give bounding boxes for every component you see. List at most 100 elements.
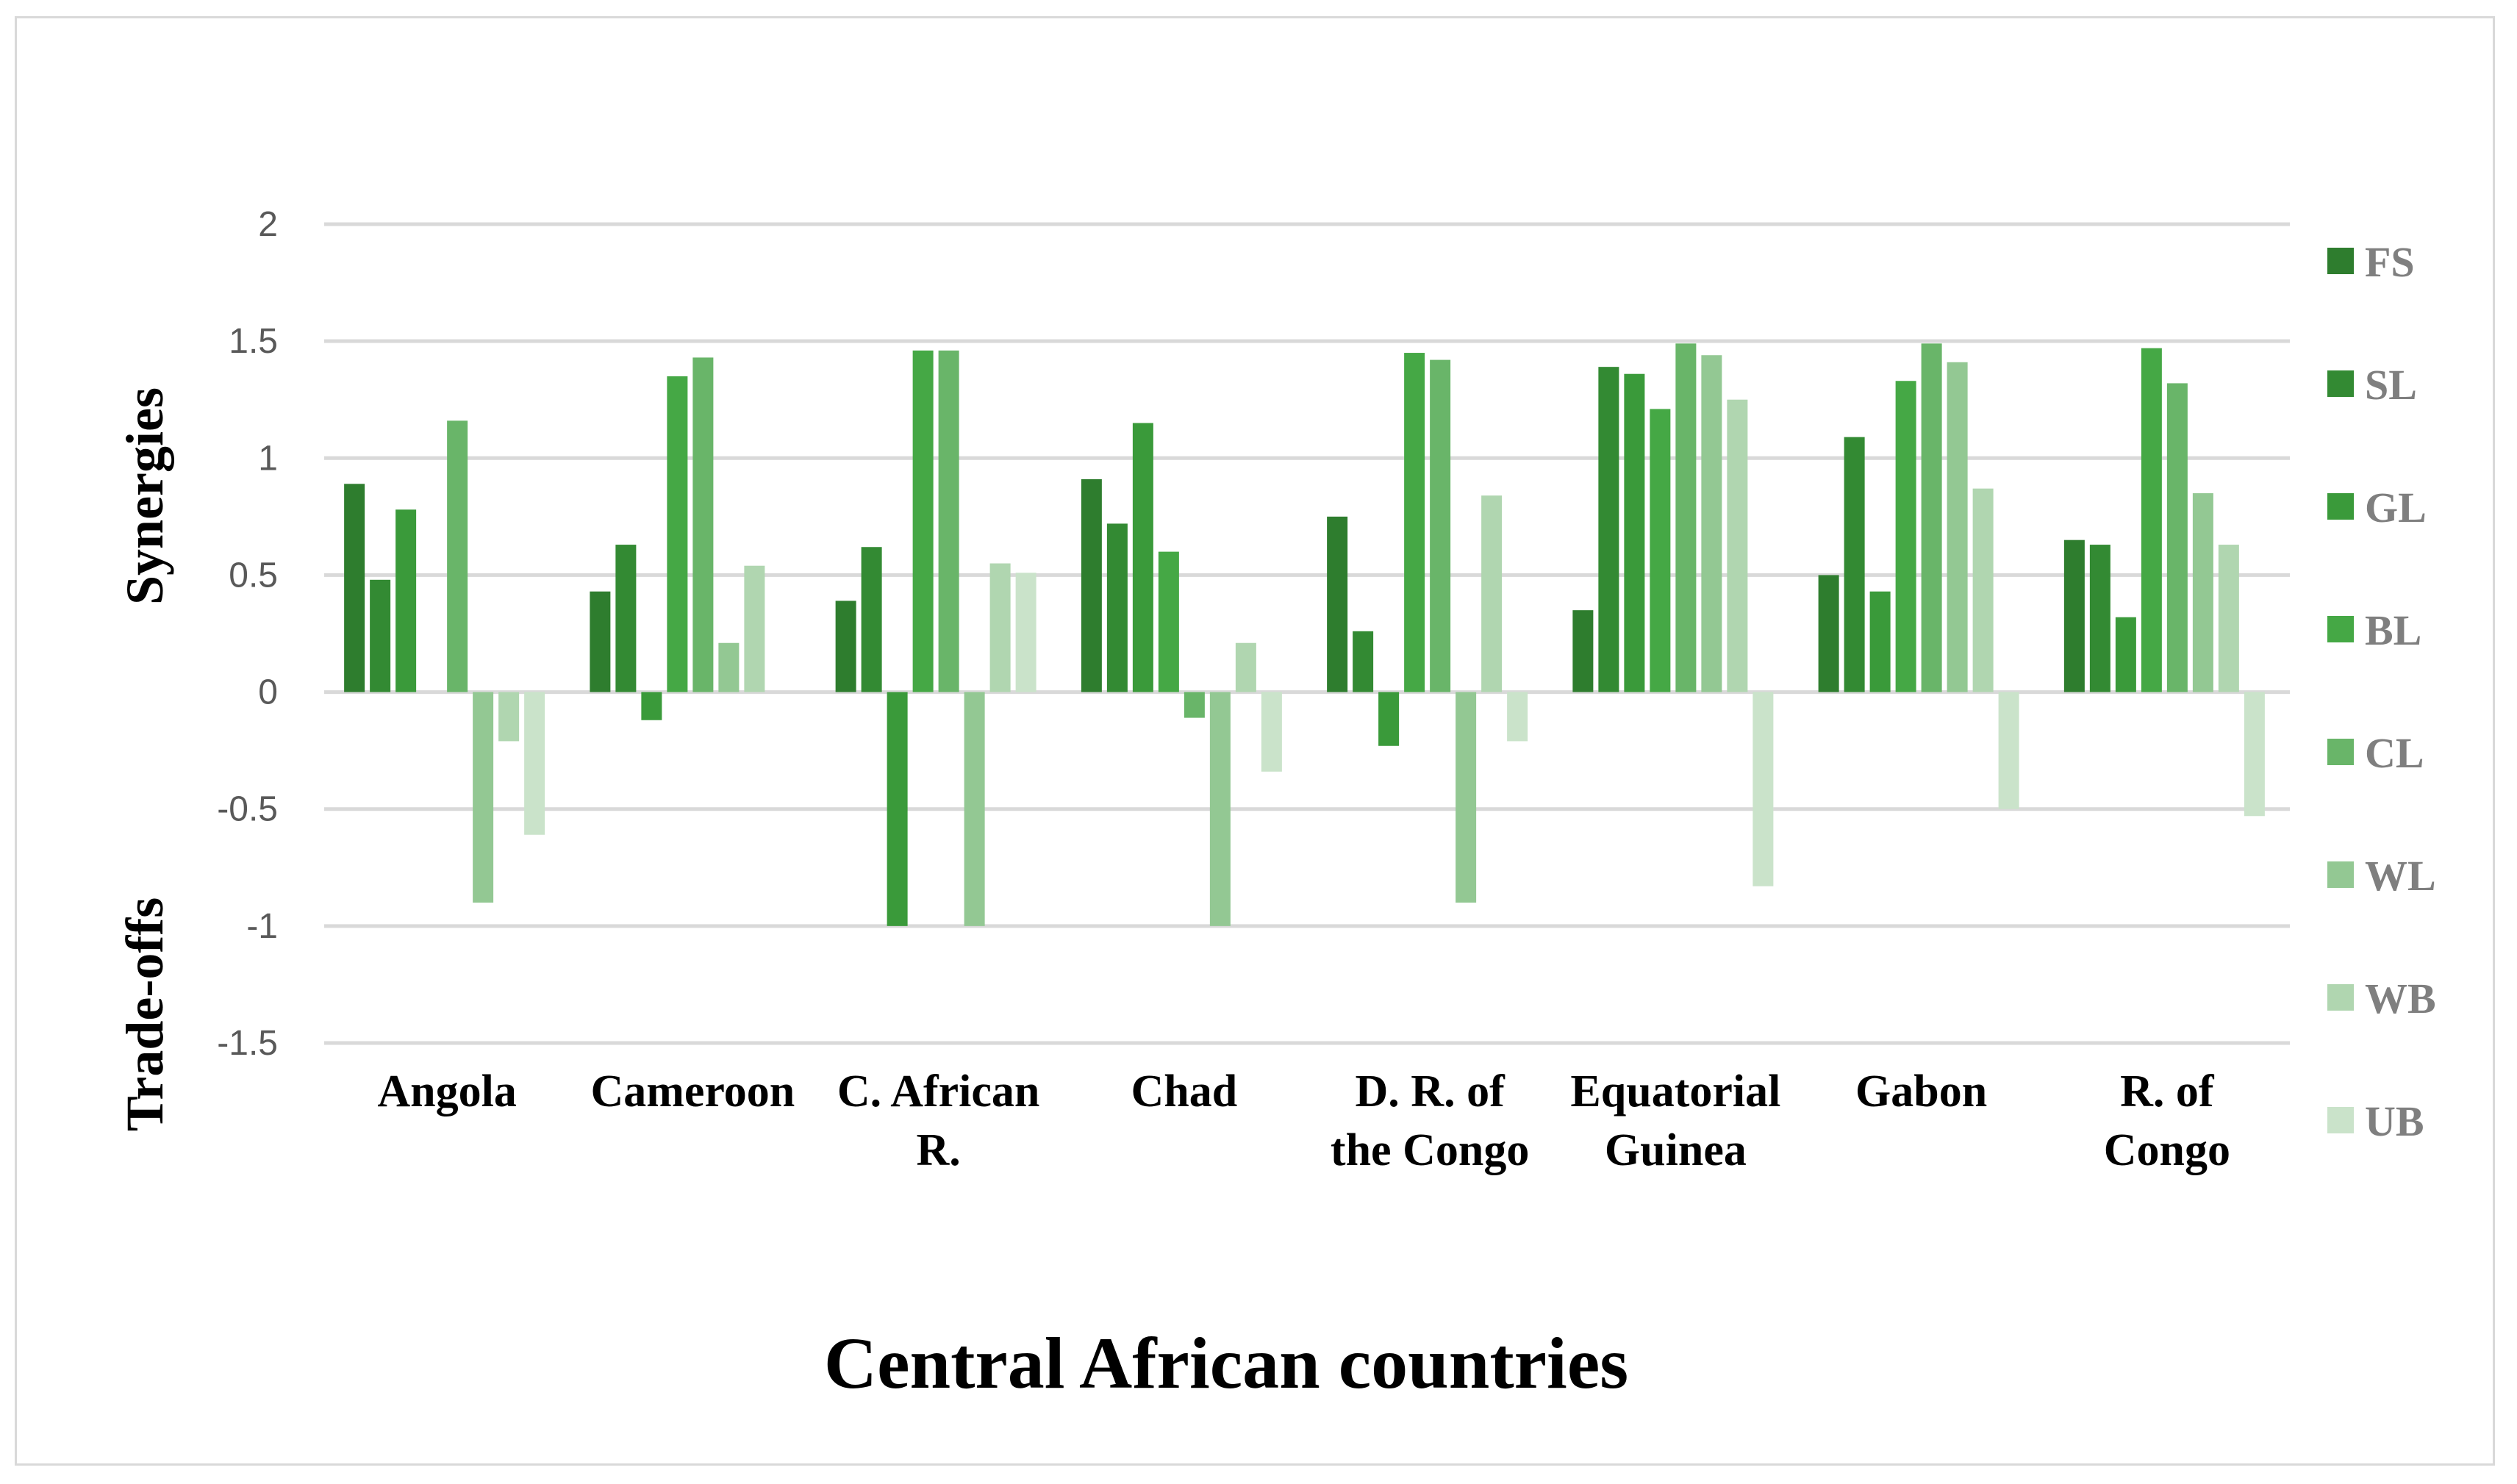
bar-gl	[1378, 692, 1400, 746]
y-axis-title-synergies: Synergies	[115, 387, 174, 605]
bar-fs	[1572, 610, 1594, 692]
bar-cl	[1430, 359, 1451, 692]
chart-svg: -1.5 -1 -0.5 0 0.5 1 1.5 2 Angola Cameroon C. Afr…	[115, 205, 2436, 1404]
x-tick-label: Equatorial Guinea	[1570, 1067, 1780, 1175]
bar-ub	[2244, 692, 2265, 817]
bar-gl	[2115, 617, 2136, 692]
bar-ub	[1507, 692, 1528, 742]
bar-ub	[1998, 692, 2019, 809]
bar-bl	[2141, 348, 2162, 692]
y-axis-title-tradeoffs: Trade-offs	[115, 897, 174, 1132]
bar-bl	[1404, 353, 1425, 692]
bar-bl	[1650, 409, 1671, 692]
bar-wb	[1481, 495, 1503, 692]
x-tick-label: Chad	[1131, 1067, 1238, 1116]
bar-cl	[938, 350, 959, 692]
y-tick-label: -1	[246, 907, 278, 946]
bar-wl	[1701, 355, 1722, 692]
y-tick-label: -1.5	[217, 1024, 278, 1063]
bar-sl	[615, 545, 637, 692]
bar-sl	[2089, 545, 2110, 692]
bar-bl	[1158, 551, 1179, 692]
bar-gl	[641, 692, 662, 720]
bar-wl	[473, 692, 494, 903]
legend-swatch-fs	[2327, 248, 2354, 274]
bar-wb	[1727, 399, 1748, 692]
bar-cl	[1184, 692, 1205, 718]
x-axis-title: Central African countries	[824, 1322, 1628, 1404]
bar-fs	[590, 591, 611, 692]
legend-label-wb: WB	[2365, 975, 2436, 1022]
legend-swatch-wb	[2327, 984, 2354, 1011]
bar-bl	[1895, 381, 1916, 692]
legend-label-ub: UB	[2365, 1097, 2424, 1145]
bar-sl	[1353, 631, 1374, 692]
bar-sl	[1598, 367, 1619, 692]
bar-cl	[1921, 343, 1942, 692]
x-tick-label: R. of Congo	[2104, 1067, 2230, 1175]
bar-sl	[370, 579, 391, 692]
chart-frame: -1.5 -1 -0.5 0 0.5 1 1.5 2 Angola Cameroon C. Afr…	[15, 16, 2495, 1466]
bar-wl	[1456, 692, 1477, 903]
x-tick-label: D. R. of the Congo	[1331, 1067, 1529, 1175]
legend-label-cl: CL	[2365, 729, 2424, 777]
bar-fs	[1081, 478, 1102, 692]
bar-gl	[1869, 591, 1891, 692]
legend-swatch-sl	[2327, 370, 2354, 397]
x-tick-label: Cameroon	[590, 1067, 795, 1116]
bar-wb	[989, 563, 1011, 692]
bar-fs	[835, 601, 856, 692]
bar-sl	[861, 547, 882, 692]
y-tick-label: 0	[258, 673, 278, 712]
legend-label-bl: BL	[2365, 606, 2421, 654]
bar-gl	[395, 509, 417, 692]
legend-swatch-ub	[2327, 1107, 2354, 1133]
bar-fs	[2063, 540, 2085, 692]
x-tick-label: Gabon	[1855, 1067, 1987, 1116]
bar-bl	[912, 350, 934, 692]
legend-swatch-gl	[2327, 493, 2354, 520]
bar-cl	[1675, 343, 1697, 692]
bars	[344, 343, 2265, 926]
bar-wl	[1209, 692, 1231, 926]
y-tick-label: 0.5	[229, 556, 278, 595]
bar-ub	[1015, 573, 1036, 692]
bar-gl	[887, 692, 908, 926]
legend-label-gl: GL	[2365, 484, 2427, 531]
x-tick-label: C. African R.	[837, 1067, 1040, 1175]
bar-wb	[2218, 545, 2239, 692]
bar-fs	[344, 484, 365, 692]
bar-ub	[1752, 692, 1774, 886]
bar-wl	[718, 642, 740, 692]
bar-wl	[2192, 493, 2213, 692]
bar-fs	[1327, 516, 1348, 692]
legend-label-fs: FS	[2365, 238, 2415, 286]
x-axis-categories: Angola Cameroon C. African R. Chad D. R. of th…	[377, 1067, 2230, 1175]
bar-bl	[667, 376, 688, 692]
bar-ub	[1261, 692, 1282, 772]
legend-label-sl: SL	[2365, 361, 2417, 409]
legend: FS SL GL BL CL WL WB UB	[2327, 238, 2436, 1145]
bar-cl	[447, 420, 468, 692]
bar-wb	[1972, 488, 1994, 692]
bar-cl	[2166, 383, 2188, 692]
bar-sl	[1844, 437, 1865, 692]
y-tick-label: -0.5	[217, 790, 278, 829]
bar-cl	[692, 357, 714, 692]
bar-gl	[1624, 373, 1645, 692]
bar-wb	[744, 565, 765, 692]
y-tick-label: 1.5	[229, 322, 278, 361]
y-axis-ticks: -1.5 -1 -0.5 0 0.5 1 1.5 2	[217, 205, 278, 1063]
x-tick-label: Angola	[377, 1067, 516, 1116]
legend-swatch-bl	[2327, 616, 2354, 642]
y-tick-label: 2	[258, 205, 278, 244]
legend-swatch-cl	[2327, 739, 2354, 765]
bar-wl	[1947, 362, 1968, 692]
legend-label-wl: WL	[2365, 852, 2436, 900]
bar-fs	[1818, 575, 1839, 692]
y-tick-label: 1	[258, 439, 278, 478]
bar-wb	[1235, 642, 1256, 692]
bar-gl	[1132, 423, 1153, 692]
bar-ub	[524, 692, 545, 835]
bar-wl	[964, 692, 985, 926]
